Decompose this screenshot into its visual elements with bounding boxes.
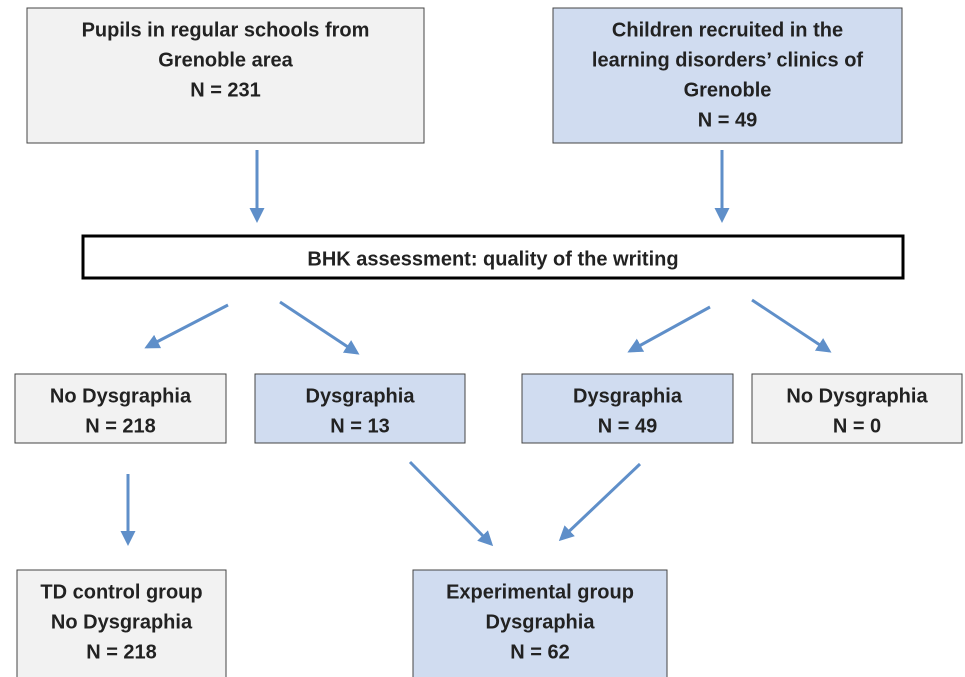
node-label: learning disorders’ clinics of [592, 49, 864, 71]
node-label: N = 49 [698, 109, 757, 131]
node-label: N = 218 [86, 641, 157, 663]
node-box [552, 7, 903, 144]
node-box [16, 569, 227, 677]
node-label: Pupils in regular schools from [82, 19, 370, 41]
node-label: Grenoble [684, 79, 772, 101]
node-label: TD control group [40, 581, 202, 603]
node-box [751, 373, 963, 444]
node-label: Dysgraphia [306, 385, 416, 407]
node-label: Dysgraphia [573, 385, 683, 407]
arrow [144, 303, 229, 349]
node-label: Grenoble area [158, 49, 293, 71]
node-label: No Dysgraphia [50, 385, 192, 407]
arrow [627, 305, 711, 353]
arrows [120, 150, 832, 547]
arrow [558, 462, 642, 542]
node-box [26, 7, 425, 144]
node-label: No Dysgraphia [51, 611, 193, 633]
node-label: No Dysgraphia [786, 385, 928, 407]
node-box [81, 234, 905, 280]
node-label: N = 62 [510, 641, 569, 663]
node-label: Children recruited in the [612, 19, 843, 41]
node-label: BHK assessment: quality of the writing [307, 248, 678, 270]
arrow [408, 460, 494, 547]
node-box [521, 373, 734, 444]
node-label: Dysgraphia [486, 611, 596, 633]
arrow [279, 300, 360, 355]
node-label: N = 49 [598, 415, 657, 437]
node-label: N = 0 [833, 415, 881, 437]
node-label: N = 231 [190, 79, 261, 101]
node-label: N = 218 [85, 415, 156, 437]
node-box [14, 373, 227, 444]
node-box [254, 373, 466, 444]
node-box [412, 569, 668, 677]
node-label: Experimental group [446, 581, 634, 603]
node-label: N = 13 [330, 415, 389, 437]
arrow [751, 298, 832, 353]
